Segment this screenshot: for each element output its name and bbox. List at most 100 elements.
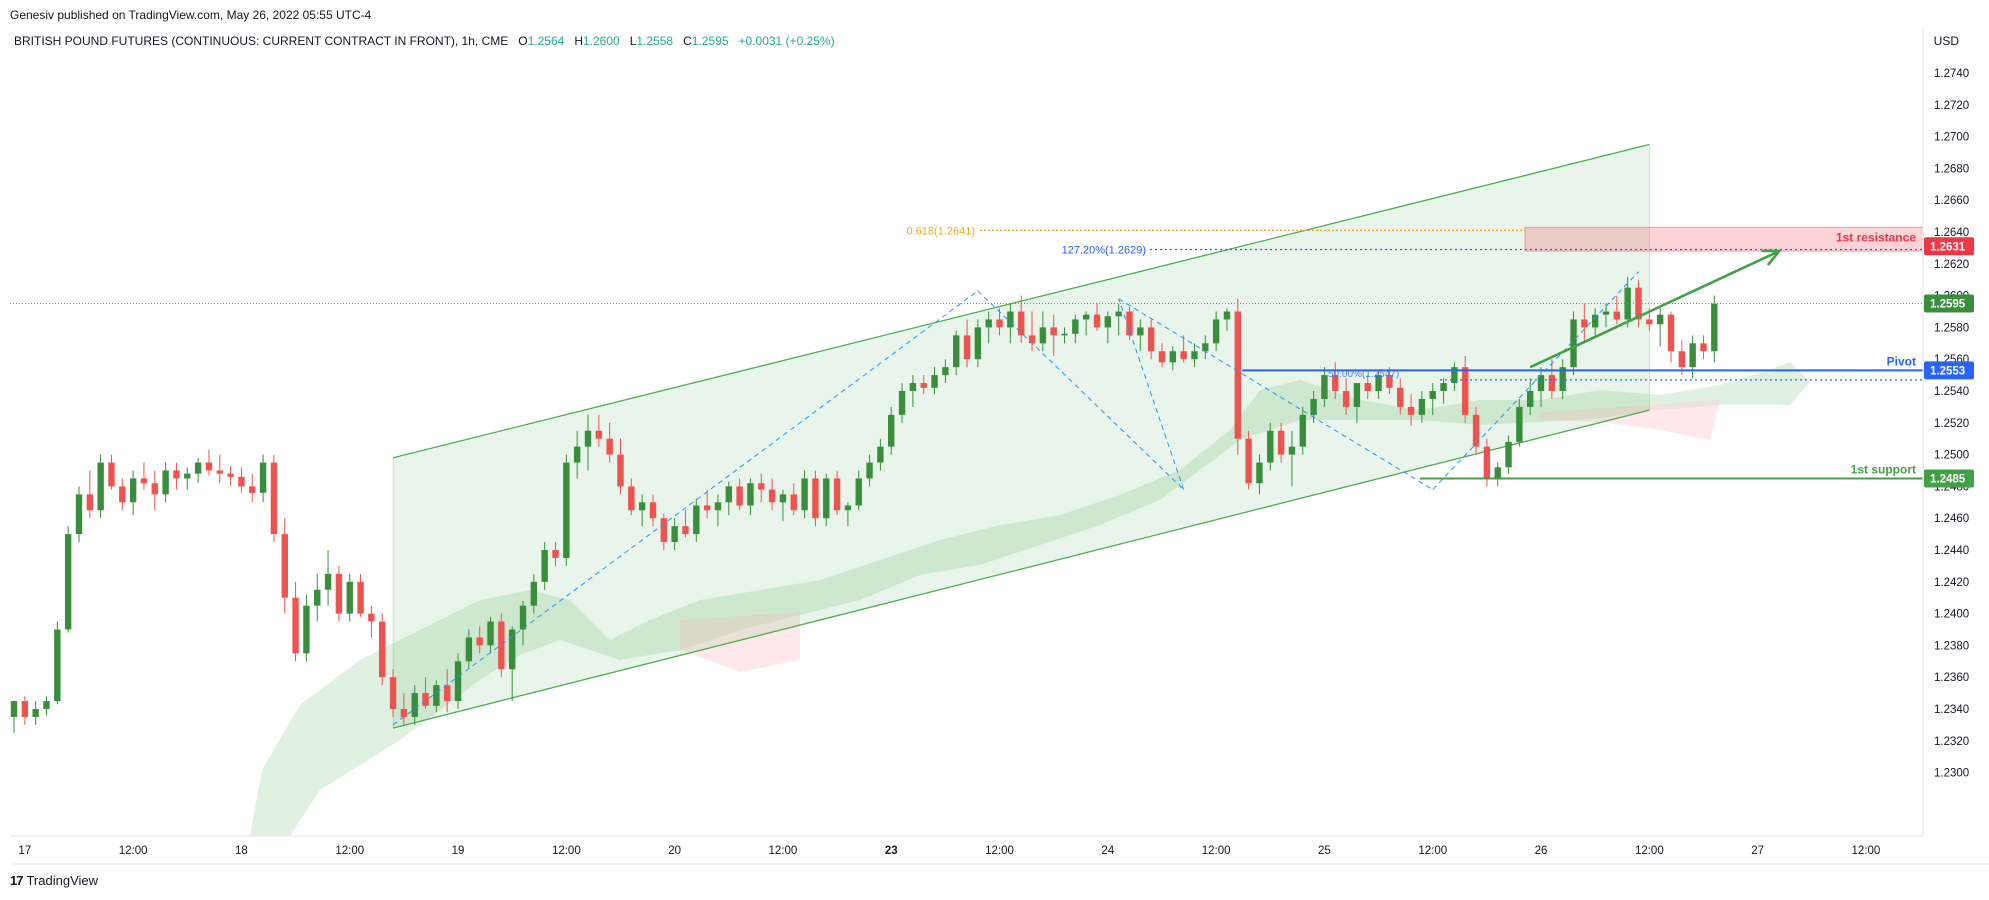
candle-body: [1039, 327, 1047, 344]
candle-body: [671, 526, 678, 543]
fib-extension-label: 127.20%(1.2629): [1062, 244, 1146, 256]
candle-body: [444, 685, 451, 702]
candle-body: [844, 505, 852, 511]
x-tick-label: 12:00: [985, 845, 1014, 857]
candle-body: [1602, 311, 1610, 315]
candle-body: [227, 473, 234, 477]
pattern-dashed-leg: [1118, 298, 1185, 490]
candle-body: [1158, 351, 1166, 363]
candle-body: [498, 621, 505, 670]
candle-body: [184, 473, 191, 479]
support-price-tag-text: 1.2485: [1930, 473, 1966, 485]
candle-body: [660, 518, 667, 543]
candle-body: [985, 319, 992, 328]
candle-body: [411, 693, 418, 717]
candle-body: [1256, 462, 1263, 484]
candle-body: [140, 478, 148, 484]
candle-body: [357, 581, 364, 614]
channel-lower-line: [392, 409, 1650, 729]
x-tick-label: 12:00: [1418, 845, 1447, 857]
channel-layer[interactable]: [392, 143, 1650, 729]
candle-body: [1678, 351, 1686, 368]
tradingview-footer[interactable]: 17 TradingView: [10, 873, 98, 888]
x-tick-label: 12:00: [1852, 845, 1881, 857]
symbol-legend: BRITISH POUND FUTURES (CONTINUOUS: CURRE…: [14, 34, 835, 48]
candle-body: [693, 505, 700, 535]
candle-body: [1527, 391, 1534, 407]
candle-body: [1234, 311, 1241, 439]
close-label: C: [683, 34, 692, 48]
candle-body: [1689, 343, 1696, 368]
candle-body: [465, 637, 473, 662]
axes[interactable]: 1.2740 1.2720 1.2700 1.2680 1.2660 1.2640 1.26…: [10, 28, 1989, 865]
support-price-tag-bg: [1924, 469, 1974, 488]
candle-body: [162, 470, 169, 495]
candle-body: [779, 494, 787, 503]
candle-body: [314, 589, 321, 606]
candles[interactable]: [10, 276, 1718, 733]
candle-body: [270, 462, 278, 535]
candle-body: [617, 454, 624, 487]
candle-body: [1548, 375, 1556, 391]
resistance-price-tag[interactable]: 1.2631: [1924, 237, 1974, 256]
last-price-tag-bg: [1924, 294, 1974, 313]
fib-50-label: 50.00%(1.2547): [1328, 369, 1399, 380]
change-value: +0.0031 (+0.25%): [738, 34, 835, 48]
forecast-arrow-head-icon: [1761, 249, 1782, 266]
candle-body: [920, 383, 927, 388]
candle-body: [1397, 387, 1404, 407]
pivot-line-text[interactable]: Pivot: [1887, 354, 1916, 368]
candle-body: [1375, 375, 1382, 391]
open-value: 1.2564: [527, 34, 565, 48]
candle-body: [1364, 383, 1371, 391]
ichimoku-cloud-bearish: [680, 612, 800, 672]
candle-body: [108, 462, 115, 487]
candle-body: [1494, 467, 1501, 479]
resistance-line-text[interactable]: 1st resistance: [1836, 230, 1916, 244]
candle-body: [1082, 314, 1090, 320]
x-tick-label: 23: [885, 845, 898, 857]
candle-body: [898, 391, 906, 415]
candle-body: [1418, 398, 1426, 415]
candle-body: [1028, 335, 1036, 344]
publisher-line: Genesiv published on TradingView.com, Ma…: [10, 8, 372, 22]
currency-label[interactable]: USD: [1933, 34, 1959, 48]
candle-body: [1072, 319, 1079, 334]
candle-body: [1191, 351, 1198, 360]
candle-body: [1115, 311, 1122, 317]
pattern-dashed-leg: [977, 290, 1184, 490]
pattern-dashed-leg: [392, 290, 979, 726]
candle-body: [573, 446, 581, 463]
candle-body: [119, 486, 126, 503]
candle-body: [877, 446, 884, 463]
pivot-price-tag[interactable]: 1.2553: [1924, 361, 1974, 380]
candle-body: [1288, 446, 1296, 455]
candle-body: [1223, 311, 1231, 320]
candle-body: [823, 478, 830, 519]
candle-body: [249, 486, 256, 493]
support-line-text[interactable]: 1st support: [1851, 462, 1916, 476]
candle-body: [790, 494, 797, 511]
x-tick-label: 12:00: [335, 845, 364, 857]
pattern-dashed-leg: [1118, 298, 1433, 491]
y-tick-label: 1.2340: [1934, 704, 1969, 716]
candle-body: [1559, 367, 1566, 391]
candle-body: [1516, 406, 1523, 442]
candle-body: [1310, 398, 1317, 415]
support-price-tag[interactable]: 1.2485: [1924, 469, 1974, 488]
candle-body: [974, 327, 982, 360]
symbol-name[interactable]: BRITISH POUND FUTURES (CONTINUOUS: CURRE…: [14, 34, 509, 48]
candle-body: [1429, 391, 1436, 399]
candle-body: [43, 701, 50, 709]
last-price-tag[interactable]: 1.2595: [1924, 294, 1974, 313]
open-label: O: [518, 34, 528, 48]
y-tick-label: 1.2640: [1934, 227, 1969, 239]
annotations[interactable]: 0.618(1.2641) 127.20%(1.2629) 50.00%(1.254…: [10, 225, 1924, 726]
candle-body: [216, 470, 223, 474]
candle-body: [1656, 314, 1664, 325]
candle-body: [54, 629, 61, 702]
x-tick-label: 12:00: [552, 845, 581, 857]
pivot-price-tag-text: 1.2553: [1930, 365, 1965, 377]
candle-body: [173, 470, 180, 479]
